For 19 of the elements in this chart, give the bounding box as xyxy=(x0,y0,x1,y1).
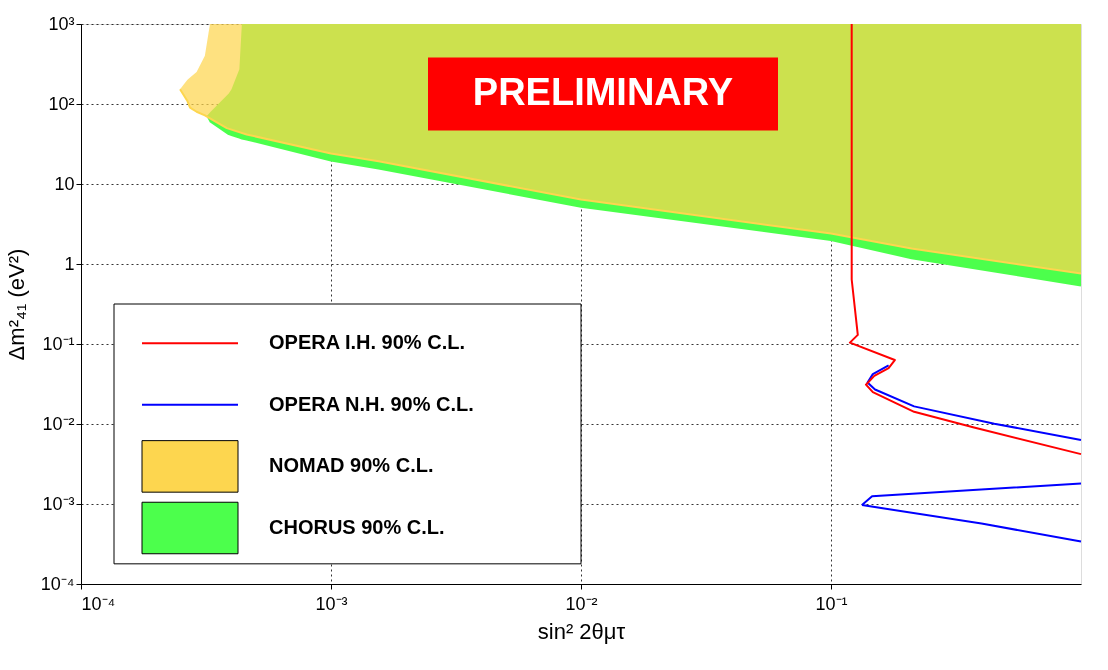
y-tick-label: 10⁻⁴ xyxy=(40,573,75,594)
y-tick-label: 10⁻¹ xyxy=(42,333,75,354)
y-axis-title: Δm²₄₁ (eV²) xyxy=(3,248,29,361)
x-tick-label: 10⁻² xyxy=(565,593,598,614)
x-tick-label: 10⁻³ xyxy=(315,593,348,614)
legend-label: OPERA I.H. 90% C.L. xyxy=(269,331,465,354)
y-tick-label: 1 xyxy=(64,253,75,274)
x-tick-label: 10⁻⁴ xyxy=(81,593,116,614)
x-axis-title: sin² 2θμτ xyxy=(537,618,626,644)
legend-label: OPERA N.H. 90% C.L. xyxy=(269,392,474,415)
y-tick-label: 10 xyxy=(54,173,75,194)
y-tick-label: 10² xyxy=(48,93,75,114)
y-tick-label: 10³ xyxy=(48,13,75,34)
legend-label: CHORUS 90% C.L. xyxy=(269,516,445,538)
y-tick-label: 10⁻² xyxy=(42,413,75,434)
annotation: PRELIMINARY xyxy=(472,71,734,113)
x-tick-label: 10⁻¹ xyxy=(815,593,848,614)
legend-label: NOMAD 90% C.L. xyxy=(269,454,434,477)
y-tick-label: 10⁻³ xyxy=(42,493,75,514)
